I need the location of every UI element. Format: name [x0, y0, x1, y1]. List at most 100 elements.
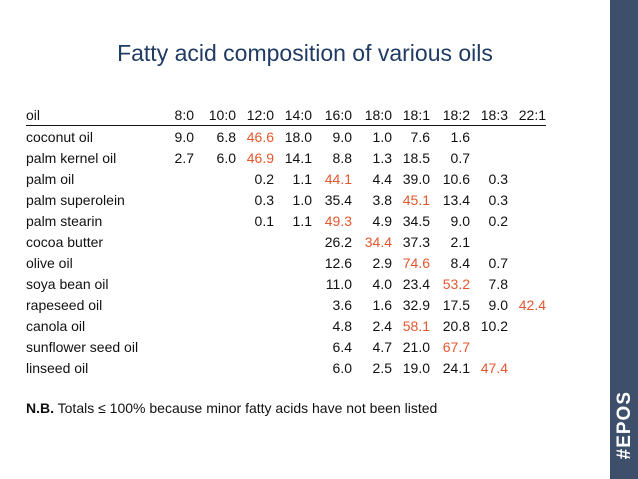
value-cell: 2.7 — [174, 149, 194, 166]
value-cell: 0.3 — [488, 191, 508, 208]
oil-name: palm stearin — [26, 212, 103, 229]
value-cell — [194, 294, 236, 315]
value-cell — [274, 357, 312, 378]
value-cell — [194, 189, 236, 210]
header-18-3: 18:3 — [470, 104, 508, 126]
table-row: coconut oil 9.0 6.8 46.6 18.0 9.0 1.0 7.6 1.6 — [26, 126, 546, 148]
header-12-0: 12:0 — [236, 104, 274, 126]
value-cell — [470, 147, 508, 168]
value-cell — [470, 126, 508, 148]
value-cell: 11.0 — [325, 275, 352, 292]
value-cell: 47.4 — [480, 359, 508, 376]
slide-title: Fatty acid composition of various oils — [117, 40, 493, 66]
value-cell — [236, 294, 274, 315]
value-cell — [470, 231, 508, 252]
footnote-text: Totals ≤ 100% because minor fatty acids … — [54, 400, 438, 416]
header-8-0: 8:0 — [158, 104, 194, 126]
table-row: rapeseed oil 3.6 1.6 32.9 17.5 9.0 42.4 — [26, 294, 546, 315]
value-cell: 74.6 — [402, 254, 430, 271]
value-cell: 20.8 — [442, 317, 470, 334]
header-10-0: 10:0 — [194, 104, 236, 126]
brand-sidebar: #EPOS — [610, 0, 638, 479]
value-cell — [158, 357, 194, 378]
value-cell: 67.7 — [442, 338, 470, 355]
value-cell: 0.7 — [488, 254, 508, 271]
value-cell: 9.0 — [174, 128, 194, 145]
value-cell — [236, 336, 274, 357]
value-cell: 8.8 — [332, 149, 352, 166]
value-cell: 1.1 — [292, 170, 312, 187]
value-cell: 42.4 — [518, 296, 546, 313]
footnote-label: N.B. — [26, 400, 54, 416]
oil-name: olive oil — [26, 254, 73, 271]
value-cell — [470, 336, 508, 357]
oil-name: palm oil — [26, 170, 75, 187]
value-cell — [194, 336, 236, 357]
value-cell — [158, 168, 194, 189]
value-cell — [236, 252, 274, 273]
table-row: palm superolein 0.3 1.0 35.4 3.8 45.1 13.4 0.3 — [26, 189, 546, 210]
value-cell: 18.5 — [402, 149, 430, 166]
value-cell: 4.8 — [332, 317, 352, 334]
value-cell: 21.0 — [402, 338, 430, 355]
footnote: N.B. Totals ≤ 100% because minor fatty a… — [26, 400, 437, 416]
oil-name: soya bean oil — [26, 275, 109, 292]
value-cell: 0.2 — [488, 212, 508, 229]
value-cell: 7.6 — [410, 128, 430, 145]
value-cell — [158, 210, 194, 231]
value-cell — [236, 315, 274, 336]
header-14-0: 14:0 — [274, 104, 312, 126]
value-cell: 0.1 — [254, 212, 274, 229]
value-cell: 4.7 — [372, 338, 392, 355]
value-cell — [158, 273, 194, 294]
epos-logo: #EPOS — [614, 390, 635, 459]
value-cell — [508, 231, 546, 252]
table-row: palm stearin 0.1 1.1 49.3 4.9 34.5 9.0 0.2 — [26, 210, 546, 231]
oil-name: palm superolein — [26, 191, 125, 208]
value-cell: 34.4 — [364, 233, 392, 250]
value-cell: 2.9 — [372, 254, 392, 271]
value-cell: 44.1 — [324, 170, 352, 187]
table-row: cocoa butter 26.2 34.4 37.3 2.1 — [26, 231, 546, 252]
value-cell: 45.1 — [402, 191, 430, 208]
value-cell — [194, 210, 236, 231]
value-cell: 34.5 — [402, 212, 430, 229]
header-oil: oil — [26, 104, 158, 126]
fatty-acid-table: oil 8:0 10:0 12:0 14:0 16:0 18:0 18:1 18:2 18:3 22… — [26, 104, 546, 378]
value-cell — [274, 294, 312, 315]
value-cell: 6.0 — [216, 149, 236, 166]
value-cell: 1.6 — [450, 128, 470, 145]
value-cell: 3.6 — [332, 296, 352, 313]
value-cell — [508, 147, 546, 168]
oil-name: linseed oil — [26, 359, 89, 376]
table-row: canola oil 4.8 2.4 58.1 20.8 10.2 — [26, 315, 546, 336]
value-cell: 46.6 — [246, 128, 274, 145]
oil-name: canola oil — [26, 317, 86, 334]
header-18-0: 18:0 — [352, 104, 392, 126]
value-cell: 13.4 — [442, 191, 470, 208]
value-cell — [508, 315, 546, 336]
value-cell — [508, 126, 546, 148]
value-cell — [508, 273, 546, 294]
value-cell: 0.3 — [254, 191, 274, 208]
table-row: olive oil 12.6 2.9 74.6 8.4 0.7 — [26, 252, 546, 273]
value-cell: 53.2 — [442, 275, 470, 292]
value-cell: 46.9 — [246, 149, 274, 166]
value-cell: 1.6 — [372, 296, 392, 313]
value-cell: 58.1 — [402, 317, 430, 334]
value-cell: 2.4 — [372, 317, 392, 334]
value-cell: 4.9 — [372, 212, 392, 229]
value-cell: 18.0 — [284, 128, 312, 145]
value-cell — [274, 315, 312, 336]
value-cell: 0.7 — [450, 149, 470, 166]
value-cell — [194, 273, 236, 294]
value-cell: 6.8 — [216, 128, 236, 145]
value-cell: 7.8 — [488, 275, 508, 292]
value-cell: 2.5 — [372, 359, 392, 376]
value-cell: 1.3 — [372, 149, 392, 166]
value-cell — [274, 336, 312, 357]
header-16-0: 16:0 — [312, 104, 352, 126]
value-cell: 24.1 — [442, 359, 470, 376]
value-cell: 4.4 — [372, 170, 392, 187]
value-cell: 3.8 — [372, 191, 392, 208]
